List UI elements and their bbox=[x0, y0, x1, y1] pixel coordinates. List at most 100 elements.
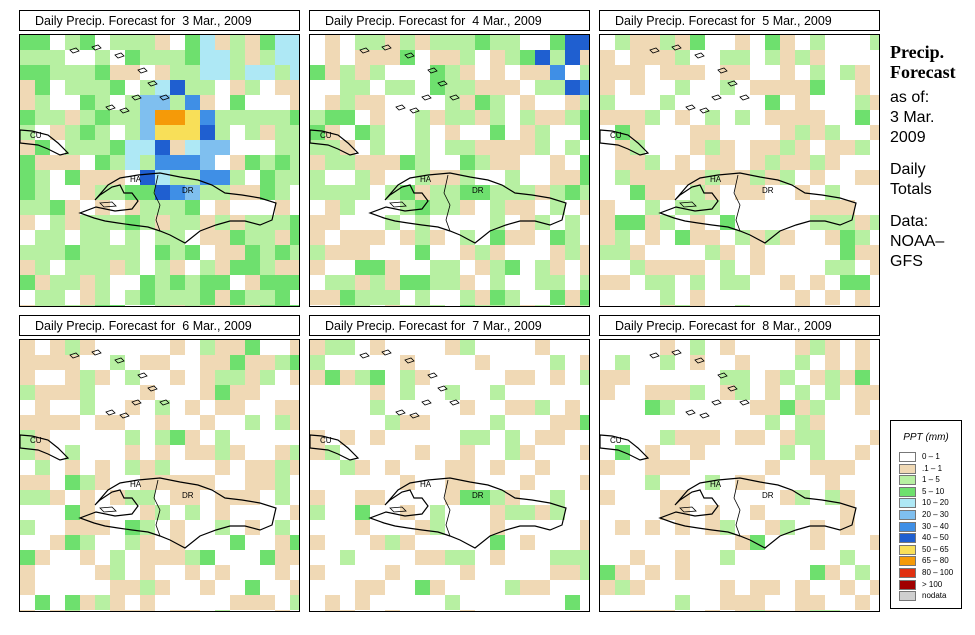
precip-cell bbox=[630, 260, 645, 275]
precip-cell bbox=[795, 110, 810, 125]
precip-cell bbox=[125, 460, 140, 475]
precip-cell bbox=[660, 355, 675, 370]
precip-cell bbox=[780, 50, 795, 65]
island-outline bbox=[137, 372, 148, 379]
precip-cell bbox=[535, 110, 550, 125]
precip-cell bbox=[520, 535, 535, 550]
precip-cell bbox=[795, 355, 810, 370]
precip-cell bbox=[810, 370, 825, 385]
map-canvas: CU HA DR bbox=[310, 35, 589, 306]
precip-cell bbox=[705, 230, 720, 245]
precip-cell bbox=[310, 245, 325, 260]
precip-cell bbox=[230, 400, 245, 415]
precip-cell bbox=[95, 65, 110, 80]
precip-cell bbox=[765, 140, 780, 155]
precip-cell bbox=[520, 50, 535, 65]
precip-cell bbox=[275, 50, 290, 65]
precip-cell bbox=[340, 155, 355, 170]
legend-label: 65 – 80 bbox=[922, 556, 949, 566]
precip-cell bbox=[65, 170, 80, 185]
precip-cell bbox=[230, 155, 245, 170]
precip-cell bbox=[200, 155, 215, 170]
precip-cell bbox=[110, 550, 125, 565]
precip-cell bbox=[230, 65, 245, 80]
precip-cell bbox=[230, 95, 245, 110]
panel-title: Daily Precip. Forecast for 6 Mar., 2009 bbox=[19, 315, 300, 336]
precip-cell bbox=[50, 305, 65, 306]
precip-cell bbox=[675, 200, 690, 215]
precip-map: CU HA DR bbox=[309, 339, 590, 612]
precip-cell bbox=[735, 370, 750, 385]
country-label: DR bbox=[762, 186, 774, 195]
precip-cell bbox=[325, 110, 340, 125]
precip-cell bbox=[505, 430, 520, 445]
precip-cell bbox=[275, 520, 290, 535]
map-canvas: CU HA DR bbox=[20, 35, 299, 306]
precip-cell bbox=[35, 385, 50, 400]
precip-cell bbox=[50, 535, 65, 550]
island-outline bbox=[159, 94, 170, 101]
precip-cell bbox=[825, 230, 840, 245]
precip-cell bbox=[445, 80, 460, 95]
legend-swatch bbox=[899, 568, 916, 578]
legend-swatch bbox=[899, 452, 916, 462]
precip-cell bbox=[35, 290, 50, 305]
island-outline bbox=[699, 412, 710, 419]
border-line bbox=[153, 479, 161, 537]
precip-cell bbox=[170, 80, 185, 95]
precip-cell bbox=[140, 580, 155, 595]
precip-cell bbox=[355, 275, 370, 290]
precip-cell bbox=[675, 505, 690, 520]
precip-cell bbox=[490, 65, 505, 80]
precip-cell bbox=[230, 595, 245, 610]
precip-cell bbox=[535, 580, 550, 595]
precip-cell bbox=[140, 595, 155, 610]
precip-cell bbox=[855, 65, 870, 80]
precip-cell bbox=[415, 35, 430, 50]
precip-cell bbox=[780, 140, 795, 155]
precip-cell bbox=[325, 275, 340, 290]
precip-cell bbox=[110, 565, 125, 580]
precip-cell bbox=[200, 475, 215, 490]
precip-cell bbox=[35, 80, 50, 95]
precip-cell bbox=[415, 215, 430, 230]
precip-cell bbox=[230, 185, 245, 200]
precip-cell bbox=[520, 400, 535, 415]
precip-cell bbox=[95, 95, 110, 110]
island-outline bbox=[69, 352, 80, 359]
precip-cell bbox=[95, 245, 110, 260]
precip-map: CU HA DR bbox=[599, 339, 880, 612]
precip-cell bbox=[245, 580, 260, 595]
precip-cell bbox=[355, 125, 370, 140]
precip-cell bbox=[290, 95, 299, 110]
precip-cell bbox=[215, 245, 230, 260]
map-canvas: CU HA DR bbox=[600, 35, 879, 306]
precip-cell bbox=[170, 110, 185, 125]
precip-cell bbox=[630, 155, 645, 170]
precip-cell bbox=[520, 475, 535, 490]
precip-cell bbox=[275, 490, 290, 505]
precip-cell bbox=[340, 65, 355, 80]
precip-cell bbox=[675, 110, 690, 125]
precip-cell bbox=[355, 305, 370, 306]
legend-label: 5 – 10 bbox=[922, 486, 945, 496]
precip-cell bbox=[580, 550, 589, 565]
precip-cell bbox=[660, 275, 675, 290]
precip-cell bbox=[155, 140, 170, 155]
precip-cell bbox=[505, 260, 520, 275]
map-canvas: CU HA DR bbox=[20, 340, 299, 611]
precip-cell bbox=[535, 305, 550, 306]
island-outline bbox=[685, 409, 696, 416]
precip-cell bbox=[290, 230, 299, 245]
precip-cell bbox=[600, 385, 615, 400]
precip-cell bbox=[245, 65, 260, 80]
panel-title: Daily Precip. Forecast for 3 Mar., 2009 bbox=[19, 10, 300, 31]
precip-cell bbox=[795, 595, 810, 610]
precip-cell bbox=[20, 565, 35, 580]
precip-cell bbox=[660, 400, 675, 415]
precip-cell bbox=[600, 245, 615, 260]
precip-cell bbox=[275, 415, 290, 430]
island-outline bbox=[105, 104, 116, 111]
precip-cell bbox=[460, 550, 475, 565]
precip-cell bbox=[445, 50, 460, 65]
